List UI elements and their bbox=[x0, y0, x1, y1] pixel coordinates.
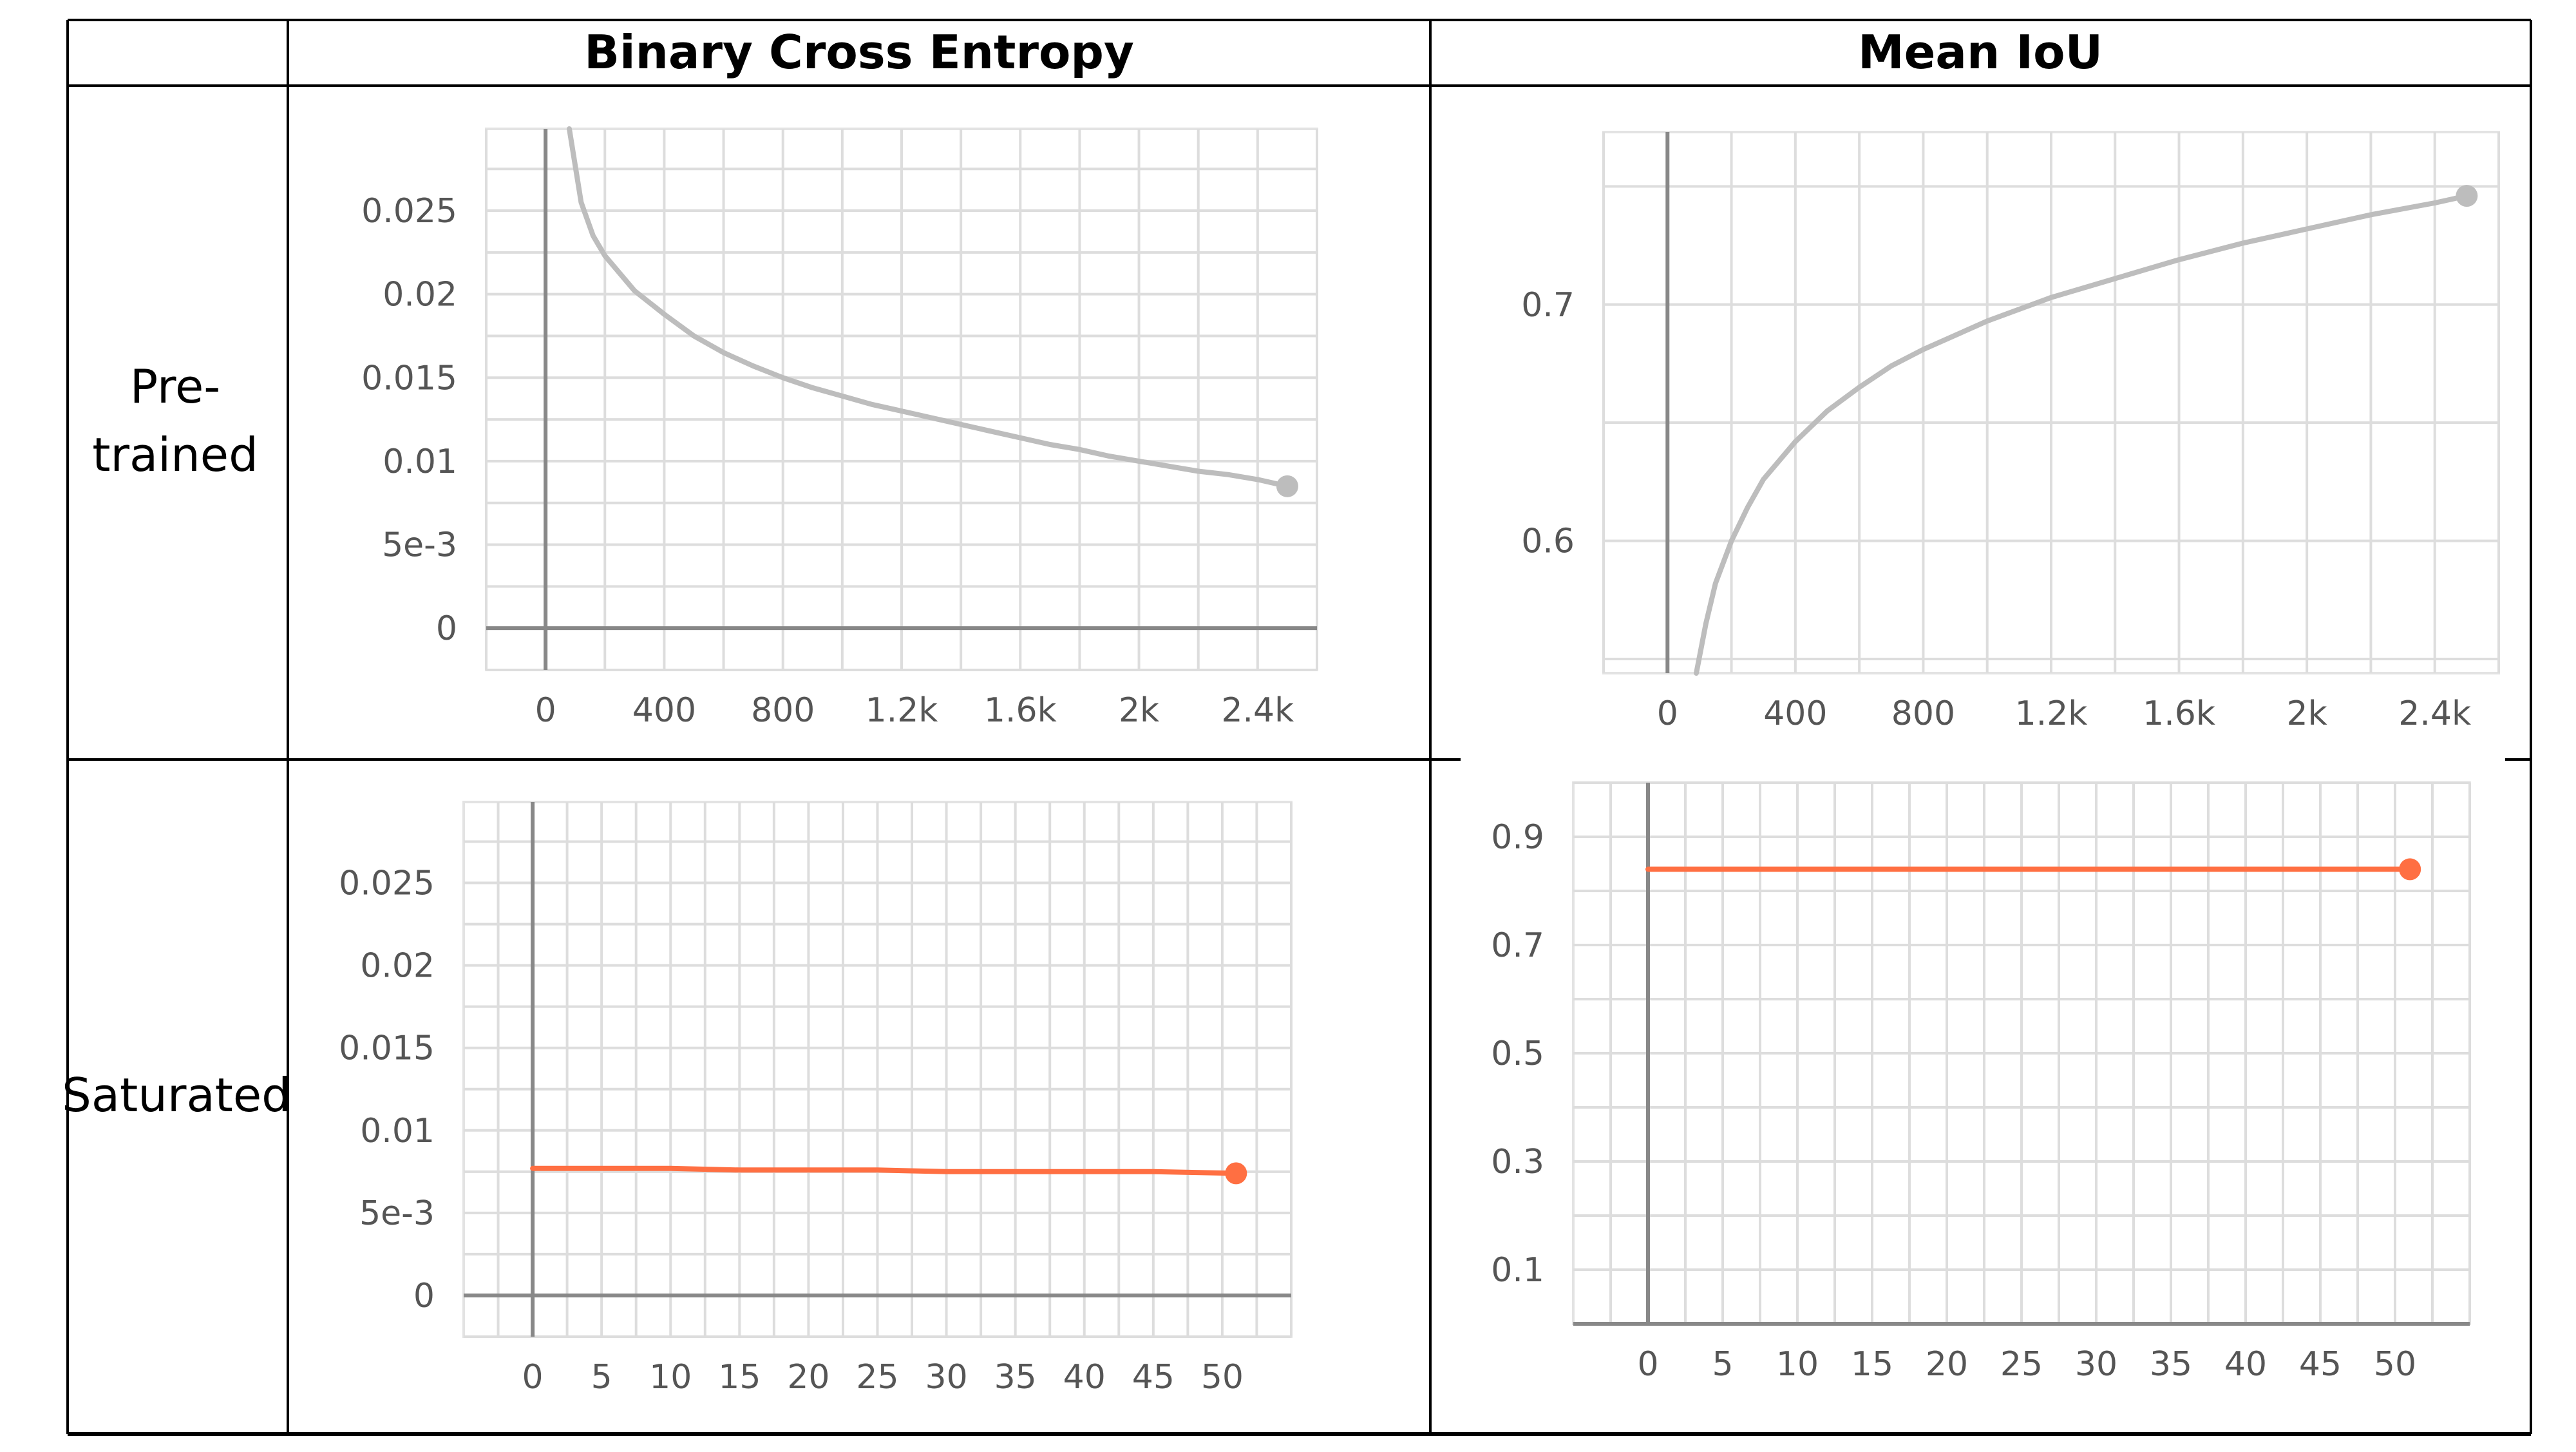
x-tick-label: 15 bbox=[718, 1358, 761, 1397]
x-tick-label: 40 bbox=[2224, 1345, 2267, 1384]
y-tick-label: 0 bbox=[436, 609, 457, 648]
x-tick-label: 800 bbox=[1891, 694, 1955, 733]
x-tick-label: 45 bbox=[1132, 1358, 1175, 1397]
plot-area bbox=[1573, 783, 2470, 1324]
x-tick-label: 1.2k bbox=[866, 691, 938, 730]
x-tick-label: 800 bbox=[751, 691, 815, 730]
y-tick-label: 0.025 bbox=[361, 192, 457, 231]
x-tick-label: 5 bbox=[1712, 1345, 1733, 1384]
y-tick-label: 0.02 bbox=[383, 276, 457, 314]
series-line bbox=[569, 129, 1287, 486]
x-tick-label: 35 bbox=[2150, 1345, 2192, 1384]
y-tick-label: 0.9 bbox=[1491, 818, 1544, 857]
row-label-pretrained-line2: trained bbox=[92, 428, 258, 482]
series-end-marker bbox=[1276, 475, 1298, 497]
x-tick-label: 0 bbox=[522, 1358, 544, 1397]
y-tick-label: 5e-3 bbox=[359, 1194, 435, 1233]
x-tick-label: 20 bbox=[787, 1358, 829, 1397]
y-tick-label: 0.6 bbox=[1521, 522, 1575, 561]
x-tick-label: 1.6k bbox=[2143, 694, 2215, 733]
x-tick-label: 30 bbox=[2075, 1345, 2117, 1384]
y-tick-label: 0 bbox=[413, 1277, 435, 1315]
y-tick-label: 0.5 bbox=[1491, 1035, 1544, 1073]
chart-bce-saturated: 0 5 10 15 20 25 30 35 40 45 50 0 5e-3 0.01 0.015 0.02 0.… bbox=[339, 802, 1291, 1397]
x-tick-label: 35 bbox=[994, 1358, 1037, 1397]
column-header-miou: Mean IoU bbox=[1858, 25, 2103, 79]
y-tick-label: 0.01 bbox=[383, 443, 457, 481]
y-tick-label: 0.7 bbox=[1521, 286, 1575, 325]
y-tick-label: 5e-3 bbox=[382, 526, 457, 565]
plot-area bbox=[464, 802, 1291, 1337]
x-tick-label: 0 bbox=[535, 691, 556, 730]
x-tick-label: 2.4k bbox=[2398, 694, 2471, 733]
x-tick-label: 2k bbox=[2287, 694, 2327, 733]
x-tick-label: 50 bbox=[1201, 1358, 1244, 1397]
x-tick-label: 0 bbox=[1657, 694, 1678, 733]
y-tick-label: 0.02 bbox=[360, 947, 435, 986]
x-tick-label: 400 bbox=[1763, 694, 1827, 733]
x-tick-label: 1.6k bbox=[984, 691, 1057, 730]
plot-area bbox=[486, 129, 1317, 670]
chart-bce-pretrained: 0 400 800 1.2k 1.6k 2k 2.4k 0 5e-3 0.01 0.015 0.02 0… bbox=[361, 129, 1317, 730]
y-tick-label: 0.3 bbox=[1491, 1143, 1544, 1181]
x-tick-label: 10 bbox=[649, 1358, 692, 1397]
x-tick-label: 15 bbox=[1851, 1345, 1893, 1384]
x-tick-label: 20 bbox=[1926, 1345, 1968, 1384]
x-tick-label: 2.4k bbox=[1221, 691, 1294, 730]
series-end-marker bbox=[2456, 185, 2477, 207]
chart-miou-pretrained: 0 400 800 1.2k 1.6k 2k 2.4k 0.6 0.7 bbox=[1521, 132, 2499, 733]
x-tick-label: 400 bbox=[632, 691, 696, 730]
x-tick-label: 1.2k bbox=[2015, 694, 2088, 733]
x-tick-label: 2k bbox=[1119, 691, 1159, 730]
x-tick-label: 25 bbox=[2000, 1345, 2043, 1384]
x-tick-label: 30 bbox=[925, 1358, 967, 1397]
y-tick-label: 0.015 bbox=[339, 1029, 435, 1068]
series-line bbox=[1696, 196, 2467, 673]
x-tick-label: 25 bbox=[856, 1358, 898, 1397]
chart-miou-saturated: 0 5 10 15 20 25 30 35 40 45 50 0.1 0.3 0.5 0.7 0.9 bbox=[1491, 783, 2470, 1384]
row-label-saturated: Saturated bbox=[62, 1068, 291, 1122]
y-tick-label: 0.7 bbox=[1491, 926, 1544, 965]
series-end-marker bbox=[2399, 858, 2421, 880]
y-tick-label: 0.1 bbox=[1491, 1251, 1544, 1290]
column-header-bce: Binary Cross Entropy bbox=[584, 25, 1134, 79]
x-tick-label: 45 bbox=[2299, 1345, 2342, 1384]
series-end-marker bbox=[1225, 1162, 1247, 1184]
x-tick-label: 0 bbox=[1637, 1345, 1658, 1384]
y-tick-label: 0.01 bbox=[360, 1112, 435, 1151]
x-tick-label: 10 bbox=[1776, 1345, 1819, 1384]
y-tick-label: 0.015 bbox=[361, 359, 457, 397]
x-tick-label: 40 bbox=[1063, 1358, 1106, 1397]
plot-area bbox=[1604, 132, 2499, 673]
row-label-pretrained-line1: Pre- bbox=[130, 359, 220, 414]
y-tick-label: 0.025 bbox=[339, 865, 435, 903]
x-tick-label: 50 bbox=[2374, 1345, 2416, 1384]
x-tick-label: 5 bbox=[591, 1358, 612, 1397]
